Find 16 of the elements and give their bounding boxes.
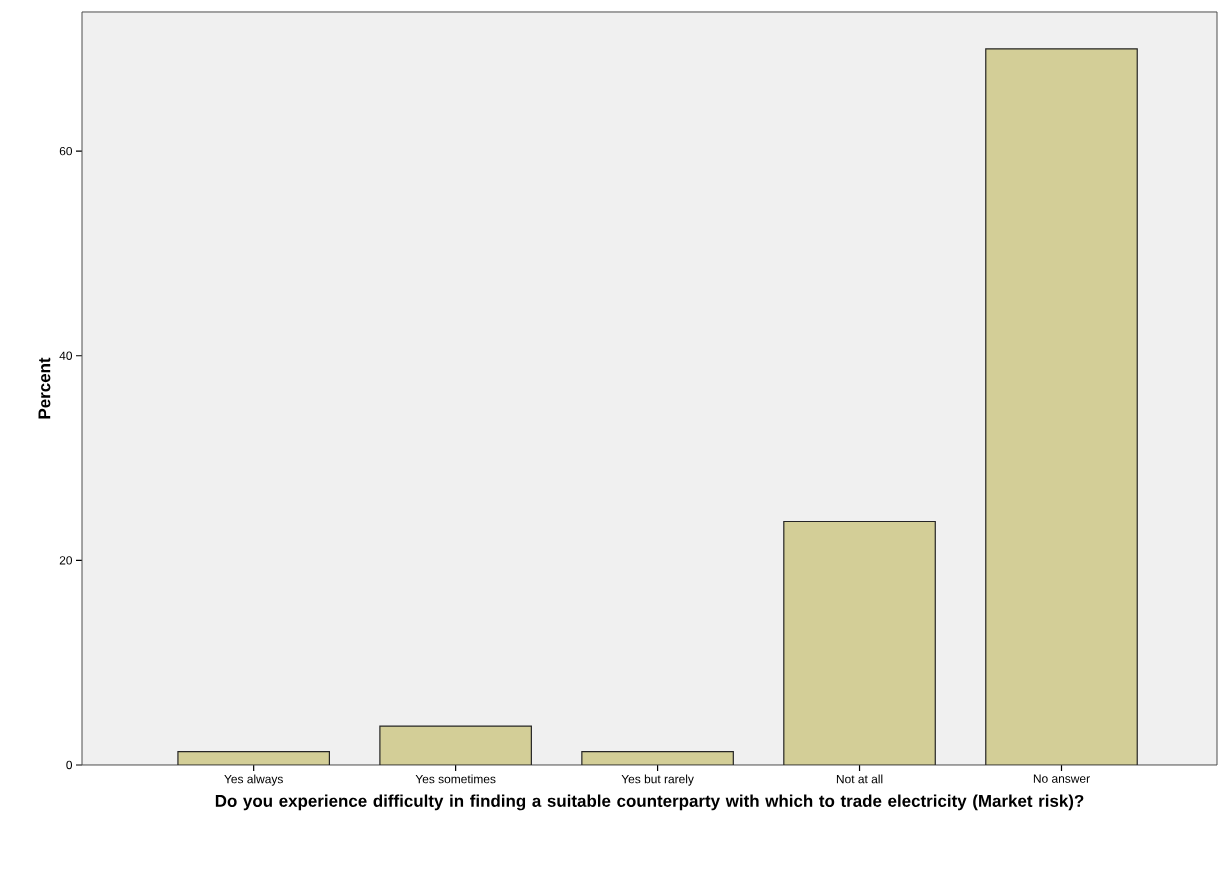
y-tick-label: 60 xyxy=(59,146,73,156)
bar xyxy=(985,48,1138,765)
y-tick-label: 40 xyxy=(59,351,73,360)
bar xyxy=(177,751,331,765)
bar xyxy=(581,751,734,765)
x-tick-label: Not at all xyxy=(836,774,883,784)
x-tick-label: Yes sometimes xyxy=(415,774,496,784)
y-tick-label: 20 xyxy=(59,556,73,565)
x-tick-label: Yes but rarely xyxy=(621,774,694,786)
bar xyxy=(783,520,936,765)
y-axis-title: Percent xyxy=(38,357,51,419)
bar xyxy=(379,725,532,765)
x-axis-title: Do you experience difficulty in finding a suitable counterparty with which to trade electricity (Market risk)? xyxy=(215,794,1084,811)
y-tick-label: 0 xyxy=(66,760,73,770)
x-tick-label: No answer xyxy=(1033,774,1090,783)
x-tick-label: Yes always xyxy=(224,774,283,786)
